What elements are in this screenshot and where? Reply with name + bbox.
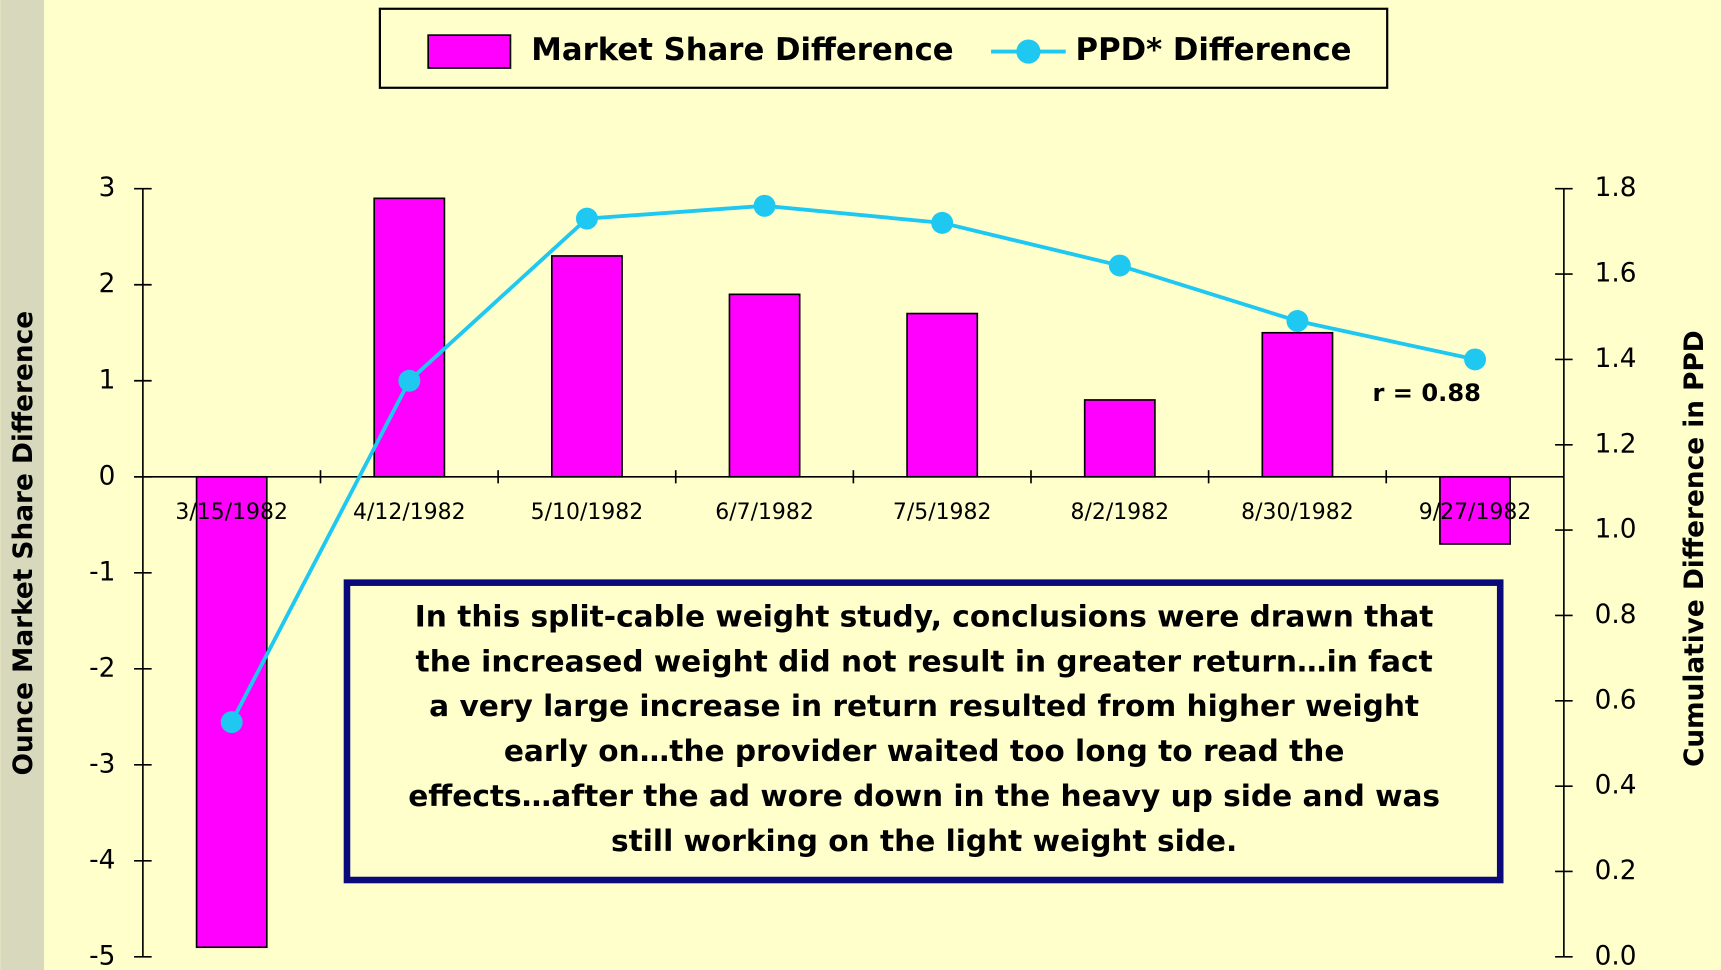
- bar: [728, 293, 801, 478]
- y2-tick-label: 1.4: [1595, 344, 1637, 374]
- x-tick-label: 8/2/1982: [1071, 500, 1170, 525]
- line-marker: [931, 211, 954, 234]
- x-tick-label: 6/7/1982: [715, 500, 814, 525]
- legend-label: PPD* Difference: [1076, 32, 1352, 68]
- y2-tick-label: 1.2: [1595, 429, 1637, 459]
- line-marker: [1286, 310, 1309, 332]
- x-tick-label: 4/12/1982: [353, 500, 465, 525]
- y-tick-label: -1: [89, 557, 115, 587]
- y-tick-label: 3: [99, 173, 116, 203]
- x-tick-label: 8/30/1982: [1241, 500, 1353, 525]
- bar: [373, 197, 446, 478]
- y2-tick-label: 1.8: [1595, 173, 1637, 203]
- line-marker: [1464, 348, 1487, 371]
- r-annotation: r = 0.88: [1372, 379, 1480, 407]
- bar: [1261, 331, 1334, 478]
- line-marker: [220, 711, 243, 734]
- y2-tick-label: 0.8: [1595, 600, 1637, 630]
- y-axis-title: Ounce Market Share Difference: [9, 311, 39, 775]
- y2-tick-label: 0.4: [1595, 771, 1637, 801]
- y-tick-label: 2: [99, 269, 116, 299]
- bar: [550, 255, 623, 478]
- y2-tick-label: 1.6: [1595, 259, 1637, 289]
- line-marker: [398, 369, 421, 392]
- y-tick-label: -4: [89, 845, 115, 875]
- y-tick-label: -3: [89, 749, 115, 779]
- annotation-box: [343, 579, 1504, 884]
- annotation-line: still working on the light weight side.: [611, 824, 1237, 858]
- y2-tick-label: 0.6: [1595, 685, 1637, 715]
- y2-tick-label: 0.0: [1595, 941, 1637, 970]
- legend-box: [378, 7, 1389, 89]
- y-tick-label: -2: [89, 653, 115, 683]
- y2-tick-label: 0.2: [1595, 856, 1637, 886]
- legend-swatch: [427, 34, 512, 69]
- y-tick-label: -5: [89, 941, 115, 970]
- line-marker: [1108, 254, 1131, 277]
- y2-tick-label: 1.0: [1595, 515, 1637, 545]
- y-tick-label: 0: [99, 461, 116, 491]
- y-tick-label: 1: [99, 365, 116, 395]
- x-tick-label: 5/10/1982: [531, 500, 643, 525]
- line-marker: [575, 207, 598, 230]
- annotation-line: the increased weight did not result in g…: [416, 644, 1433, 678]
- annotation-line: In this split-cable weight study, conclu…: [415, 599, 1434, 633]
- bar: [1439, 475, 1511, 545]
- y2-axis-title: Cumulative Difference in PPD: [1680, 330, 1710, 766]
- legend-marker: [1016, 39, 1041, 64]
- line: [229, 203, 1476, 724]
- line-marker: [753, 194, 776, 217]
- x-tick-label: 7/5/1982: [893, 500, 992, 525]
- bar: [906, 312, 979, 478]
- x-tick-label: 3/15/1982: [175, 500, 287, 525]
- x-tick-label: 9/27/1982: [1419, 500, 1531, 525]
- bar: [1083, 399, 1156, 478]
- legend-label: Market Share Difference: [531, 32, 953, 68]
- side-strip: [0, 0, 45, 970]
- annotation-line: early on…the provider waited too long to…: [504, 734, 1345, 768]
- annotation-line: a very large increase in return resulted…: [429, 689, 1419, 723]
- annotation-line: effects…after the ad wore down in the he…: [408, 779, 1440, 813]
